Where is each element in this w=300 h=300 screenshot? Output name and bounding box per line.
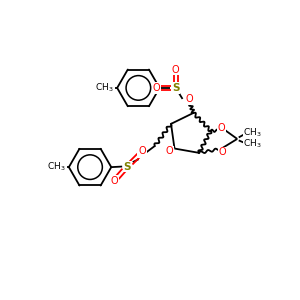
Text: CH$_3$: CH$_3$ xyxy=(243,126,262,139)
Text: S: S xyxy=(124,161,131,172)
Text: O: O xyxy=(172,64,180,75)
Text: O: O xyxy=(111,176,118,186)
Text: O: O xyxy=(165,146,173,157)
Text: CH$_3$: CH$_3$ xyxy=(95,82,114,94)
Text: O: O xyxy=(186,94,194,104)
Text: CH$_3$: CH$_3$ xyxy=(243,138,262,151)
Text: O: O xyxy=(138,148,146,158)
Text: O: O xyxy=(153,83,160,93)
Text: O: O xyxy=(138,146,146,156)
Text: O: O xyxy=(218,123,226,133)
Text: O: O xyxy=(219,147,226,158)
Text: CH$_3$: CH$_3$ xyxy=(47,161,66,173)
Text: S: S xyxy=(172,83,179,93)
